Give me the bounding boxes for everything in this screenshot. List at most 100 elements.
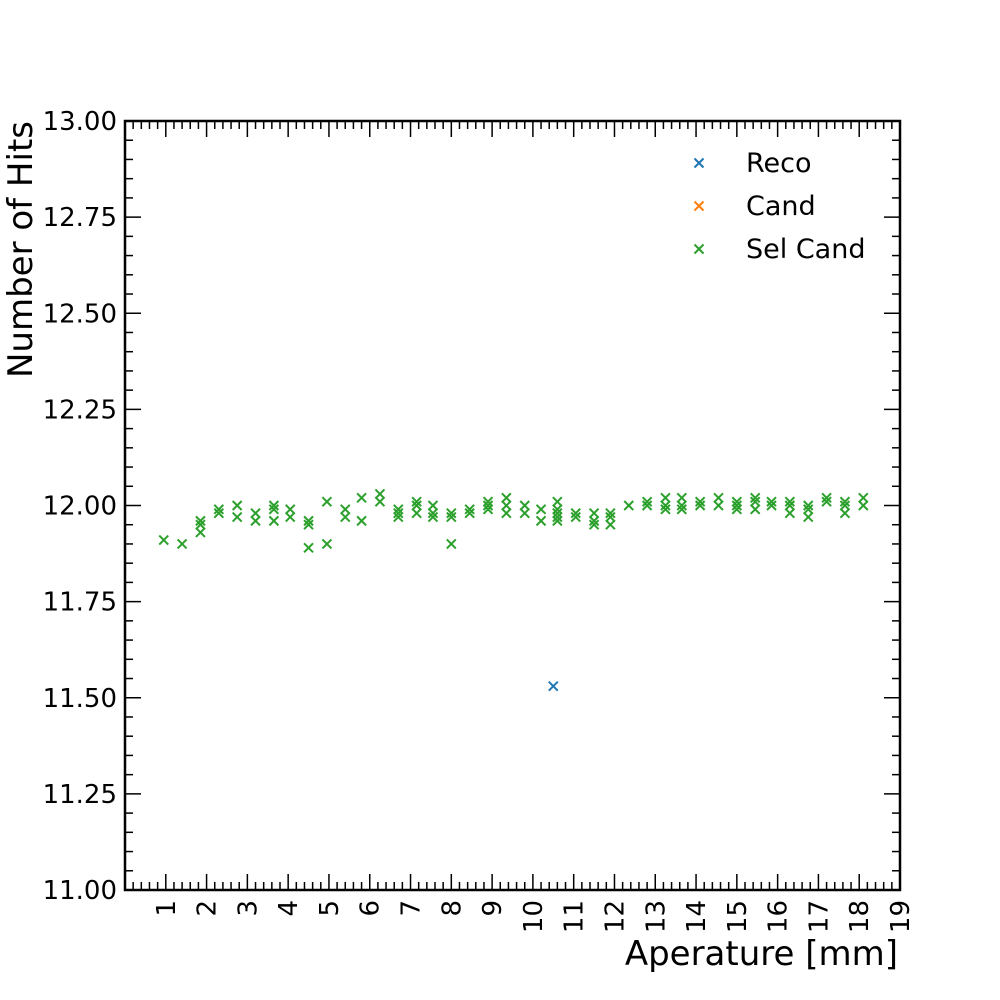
sel-cand-point bbox=[713, 492, 724, 504]
sel-cand-point bbox=[605, 519, 616, 530]
y-tick-label: 12.25 bbox=[43, 395, 117, 425]
sel-cand-point bbox=[839, 496, 851, 507]
sel-cand-point bbox=[552, 515, 563, 527]
x-tick-label: 14 bbox=[682, 900, 712, 933]
legend-marker-reco bbox=[693, 157, 705, 169]
sel-cand-point bbox=[731, 504, 743, 515]
x-tick-label: 18 bbox=[845, 900, 875, 933]
x-tick-label: 16 bbox=[764, 900, 794, 933]
sel-cand-point bbox=[858, 500, 869, 511]
legend-label-reco: Reco bbox=[746, 148, 812, 179]
sel-cand-point bbox=[411, 507, 422, 519]
sel-cand-point bbox=[676, 500, 687, 511]
sel-cand-point bbox=[427, 507, 439, 519]
sel-cand-point bbox=[676, 492, 687, 504]
x-axis-title: Aperature [mm] bbox=[625, 934, 898, 974]
y-tick-label: 11.75 bbox=[43, 588, 117, 618]
y-tick-label: 12.50 bbox=[43, 299, 117, 329]
sel-cand-point bbox=[731, 496, 743, 507]
sel-cand-point bbox=[821, 492, 832, 504]
x-tick-label: 17 bbox=[804, 900, 834, 933]
x-tick-label: 2 bbox=[193, 900, 223, 917]
sel-cand-point bbox=[427, 500, 439, 511]
x-tick-label: 1 bbox=[152, 900, 182, 917]
y-tick-label: 11.00 bbox=[43, 876, 117, 906]
sel-cand-point bbox=[519, 500, 530, 511]
x-tick-label: 11 bbox=[560, 900, 590, 933]
sel-cand-point bbox=[766, 500, 777, 511]
sel-cand-point bbox=[464, 504, 475, 515]
sel-cand-point bbox=[284, 504, 296, 515]
sel-cand-point bbox=[501, 492, 512, 504]
sel-cand-point bbox=[231, 500, 243, 511]
sel-cand-point bbox=[158, 534, 169, 546]
sel-cand-point bbox=[839, 507, 851, 519]
sel-cand-point bbox=[464, 507, 475, 519]
x-tick-label: 5 bbox=[315, 900, 345, 917]
x-tick-label: 10 bbox=[519, 900, 549, 933]
sel-cand-point bbox=[784, 496, 796, 507]
sel-cand-point bbox=[356, 515, 367, 527]
legend-label-sel-cand: Sel Cand bbox=[746, 234, 865, 265]
sel-cand-point bbox=[766, 496, 777, 507]
sel-cand-point bbox=[482, 504, 494, 515]
axis-ticks bbox=[124, 120, 901, 891]
sel-cand-point bbox=[676, 504, 687, 515]
sel-cand-point bbox=[340, 511, 351, 523]
sel-cand-point bbox=[501, 500, 512, 511]
sel-cand-point bbox=[803, 511, 814, 523]
sel-cand-point bbox=[213, 504, 225, 515]
x-tick-label: 8 bbox=[437, 900, 467, 917]
sel-cand-point bbox=[552, 504, 563, 515]
sel-cand-point bbox=[803, 504, 814, 515]
sel-cand-point bbox=[803, 500, 814, 511]
sel-cand-point bbox=[176, 538, 188, 550]
sel-cand-point bbox=[284, 511, 296, 523]
sel-cand-point bbox=[839, 500, 851, 511]
sel-cand-point bbox=[446, 538, 457, 550]
sel-cand-point bbox=[303, 542, 314, 554]
sel-cand-point bbox=[535, 515, 547, 527]
sel-cand-point bbox=[446, 511, 457, 523]
sel-cand-point bbox=[374, 496, 386, 507]
y-tick-label: 12.75 bbox=[43, 203, 117, 233]
sel-cand-point bbox=[641, 496, 653, 507]
sel-cand-point bbox=[446, 507, 457, 519]
sel-cand-point bbox=[552, 507, 563, 519]
legend-marker-sel-cand bbox=[693, 243, 705, 255]
sel-cand-point bbox=[321, 538, 333, 550]
sel-cand-point bbox=[411, 496, 422, 507]
sel-cand-point bbox=[195, 527, 206, 538]
sel-cand-point bbox=[195, 515, 206, 527]
sel-cand-point bbox=[213, 507, 225, 519]
sel-cand-point bbox=[588, 519, 600, 530]
sel-cand-point bbox=[660, 504, 671, 515]
sel-cand-point bbox=[552, 511, 563, 523]
sel-cand-point bbox=[374, 488, 386, 500]
x-tick-label: 19 bbox=[886, 900, 916, 933]
sel-cand-point bbox=[784, 500, 796, 511]
x-tick-label: 3 bbox=[233, 900, 263, 917]
sel-cand-point bbox=[660, 500, 671, 511]
x-tick-label: 9 bbox=[478, 900, 508, 917]
sel-cand-point bbox=[784, 507, 796, 519]
sel-cand-point bbox=[749, 504, 761, 515]
sel-cand-point bbox=[268, 500, 280, 511]
sel-cand-point bbox=[501, 507, 512, 519]
sel-cand-point bbox=[250, 507, 261, 519]
y-tick-label: 13.00 bbox=[43, 107, 117, 137]
x-tick-label: 12 bbox=[600, 900, 630, 933]
sel-cand-point bbox=[482, 496, 494, 507]
data-markers bbox=[158, 488, 869, 692]
sel-cand-point bbox=[482, 500, 494, 511]
sel-cand-point bbox=[713, 500, 724, 511]
sel-cand-point bbox=[588, 507, 600, 519]
sel-cand-point bbox=[623, 500, 634, 511]
legend: Reco Cand Sel Cand bbox=[693, 148, 865, 265]
sel-cand-point bbox=[821, 496, 832, 507]
plot-frame bbox=[123, 119, 902, 892]
y-tick-label: 12.00 bbox=[43, 492, 117, 522]
sel-cand-point bbox=[731, 500, 743, 511]
sel-cand-point bbox=[321, 496, 333, 507]
sel-cand-point bbox=[231, 511, 243, 523]
